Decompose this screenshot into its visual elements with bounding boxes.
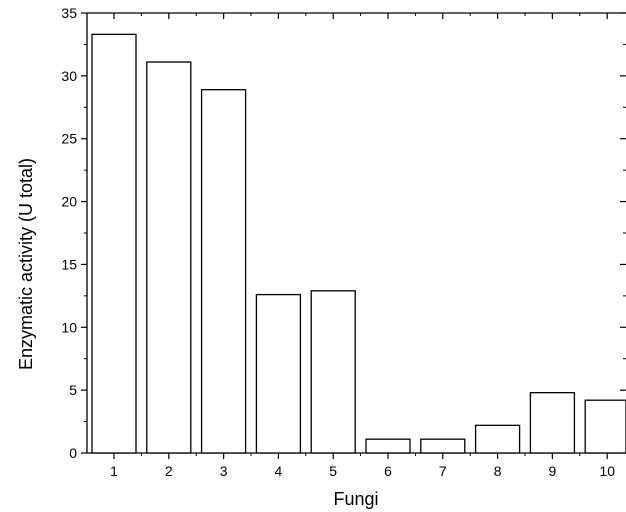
bar-fungi-4	[255, 293, 302, 454]
y-tick-label: 20	[61, 194, 77, 210]
x-tick-label: 3	[220, 463, 228, 479]
bar-fungi-9	[529, 392, 576, 454]
x-axis-ticks	[113, 13, 608, 459]
x-tick-label: 8	[494, 463, 502, 479]
y-tick-label: 35	[61, 5, 77, 21]
x-tick-label: 7	[439, 463, 447, 479]
x-tick-label: 9	[549, 463, 557, 479]
bar-fungi-1	[91, 33, 137, 454]
x-tick-label: 5	[329, 463, 337, 479]
bars	[91, 33, 626, 454]
y-axis-label: Enzymatic activity (U total)	[16, 158, 36, 370]
y-tick-label: 25	[61, 131, 77, 147]
y-axis-tick-labels: 0 5 10 15 20 25 30 35	[61, 5, 77, 461]
y-tick-label: 0	[69, 445, 77, 461]
bar-fungi-8	[474, 424, 521, 454]
bar-fungi-6	[365, 438, 411, 454]
y-tick-label: 30	[61, 68, 77, 84]
x-axis-tick-labels: 1 2 3 4 5 6 7 8 9 10	[110, 463, 615, 479]
bar-fungi-5	[310, 290, 356, 454]
bar-fungi-2	[146, 61, 192, 454]
bar-fungi-7	[420, 438, 466, 454]
y-tick-label: 15	[61, 256, 77, 272]
y-tick-label: 5	[69, 382, 77, 398]
x-tick-label: 4	[275, 463, 283, 479]
x-axis-label: Fungi	[333, 489, 378, 509]
bar-fungi-3	[200, 89, 247, 454]
y-tick-label: 10	[61, 319, 77, 335]
x-tick-label: 2	[165, 463, 173, 479]
x-tick-label: 10	[599, 463, 615, 479]
bar-fungi-10	[584, 399, 626, 454]
x-tick-label: 1	[110, 463, 118, 479]
x-tick-label: 6	[384, 463, 392, 479]
